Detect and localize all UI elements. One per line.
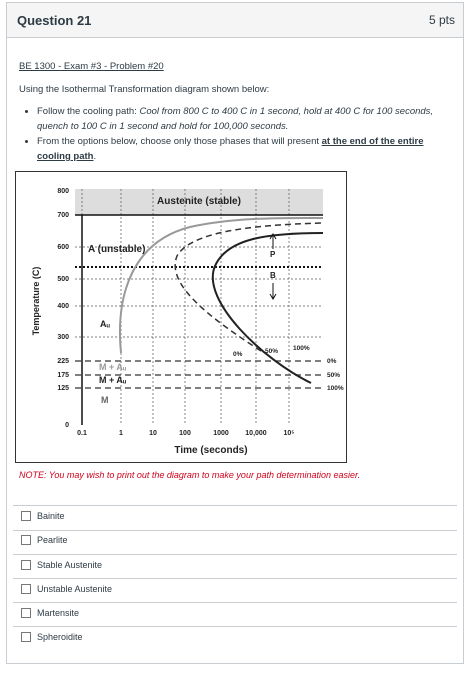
option[interactable]: Bainite (21, 511, 65, 521)
checkbox[interactable] (21, 535, 31, 545)
martensite-lines (75, 360, 323, 389)
y-tick-label: 500 (57, 276, 69, 283)
title: Question 21 (17, 13, 92, 28)
y-tick-label: 800 (57, 188, 69, 195)
region-label: Austenite (stable) (157, 196, 241, 207)
divider (13, 554, 457, 555)
divider (13, 578, 457, 579)
start-curve (119, 216, 324, 354)
region-label: M + Aᵤ (99, 375, 127, 385)
y-tick-label: 700 (57, 212, 69, 219)
y-tick-label: 225 (57, 358, 69, 365)
option[interactable]: Spheroidite (21, 632, 83, 642)
divider (13, 530, 457, 531)
x-tick-label: 100 (179, 430, 191, 437)
note: NOTE: You may wish to print out the diag… (19, 470, 361, 480)
region-label: M (101, 395, 109, 405)
checkbox[interactable] (21, 584, 31, 594)
points: 5 pts (428, 13, 455, 27)
bullet: From the options below, choose only thos… (37, 134, 439, 164)
curve-label: 0% (233, 351, 243, 358)
text: From the options below, choose only thos… (37, 136, 322, 147)
checkbox[interactable] (21, 560, 31, 570)
bullet: Follow the cooling path: Cool from 800 C… (37, 104, 439, 134)
emphasis: Cool from 800 C to 400 C in 1 second, ho… (37, 106, 434, 132)
ttt-diagram: 800 700 600 500 400 300 225 175 125 0 0.… (15, 171, 347, 463)
region-label: P (270, 250, 276, 259)
region-label: B (270, 271, 276, 280)
option[interactable]: Stable Austenite (21, 560, 102, 570)
y-tick-label: 0 (65, 422, 69, 429)
option[interactable]: Pearlite (21, 535, 68, 545)
ms-label: 100% (327, 385, 344, 392)
heading: BE 1300 - Exam #3 - Problem #20 (19, 61, 164, 72)
checkbox[interactable] (21, 608, 31, 618)
x-ticks: 0.1 1 10 100 1000 10,000 10⁵ (77, 430, 294, 437)
stable-region (75, 189, 323, 215)
bullets: Follow the cooling path: Cool from 800 C… (19, 104, 439, 164)
option-label: Bainite (37, 511, 65, 521)
emphasis: at the end of the entire cooling path (37, 136, 424, 162)
y-tick-label: 400 (57, 303, 69, 310)
x-tick-label: 10⁵ (283, 430, 294, 437)
divider (13, 626, 457, 627)
option[interactable]: Martensite (21, 608, 79, 618)
text: Follow the cooling path: (37, 106, 140, 117)
region-label: A (unstable) (88, 244, 145, 255)
ms-label: 0% (327, 358, 337, 365)
option-label: Spheroidite (37, 632, 83, 642)
frame (15, 171, 347, 463)
y-tick-label: 300 (57, 334, 69, 341)
option[interactable]: Unstable Austenite (21, 584, 112, 594)
header: Question 21 5 pts (7, 3, 463, 38)
region-label: M + Aᵤ (99, 362, 127, 372)
option-label: Pearlite (37, 535, 68, 545)
x-axis-label: Time (seconds) (174, 445, 247, 456)
arrows (269, 233, 277, 300)
region-label: Aᵤ (100, 319, 110, 329)
y-axis-label: Temperature (C) (31, 267, 41, 336)
option-label: Martensite (37, 608, 80, 618)
checkbox[interactable] (21, 511, 31, 521)
question: Question 21 5 pts BE 1300 - Exam #3 - Pr… (6, 2, 464, 664)
mid-curve (174, 222, 324, 352)
text: . (93, 151, 97, 162)
x-tick-label: 1000 (213, 430, 229, 437)
grid (75, 189, 323, 425)
ms-label: 50% (327, 372, 340, 379)
y-ticks: 800 700 600 500 400 300 225 175 125 0 (57, 188, 69, 429)
divider (13, 602, 457, 603)
option-label: Unstable Austenite (37, 584, 113, 594)
x-tick-label: 10 (149, 430, 157, 437)
y-tick-label: 600 (57, 244, 69, 251)
intro: Using the Isothermal Transformation diag… (19, 84, 270, 95)
curve-label: 50% (265, 348, 278, 355)
x-tick-label: 1 (119, 430, 123, 437)
option-label: Stable Austenite (37, 560, 103, 570)
divider (13, 505, 457, 506)
checkbox[interactable] (21, 632, 31, 642)
x-tick-label: 10,000 (245, 430, 267, 437)
y-tick-label: 125 (57, 385, 69, 392)
y-tick-label: 175 (57, 372, 69, 379)
curve-label: 100% (293, 345, 310, 352)
x-tick-label: 0.1 (77, 430, 87, 437)
